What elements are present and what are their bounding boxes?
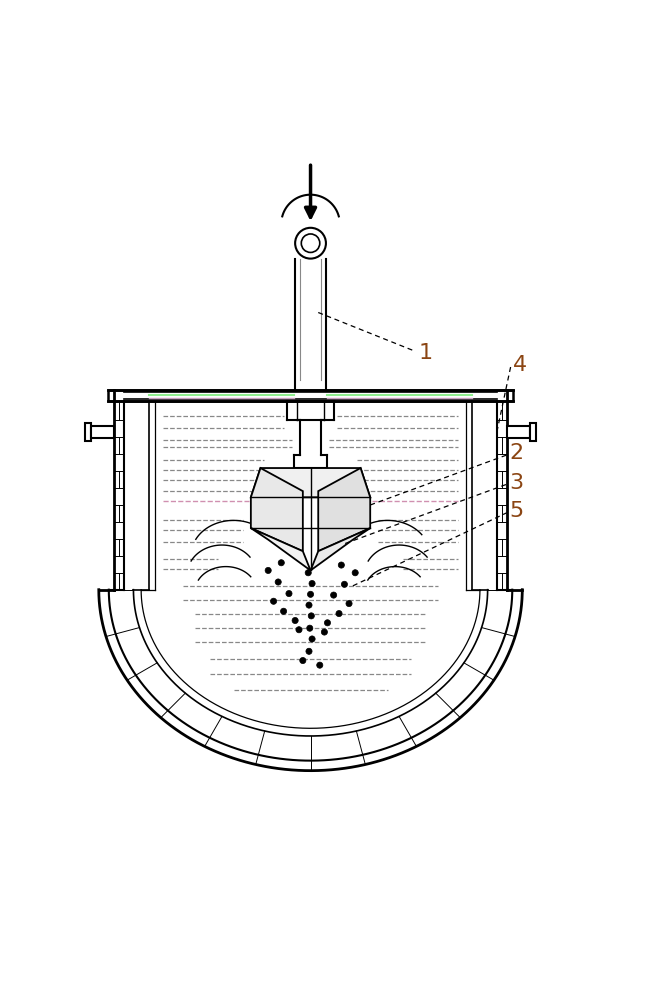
Circle shape [308, 613, 315, 619]
Circle shape [309, 636, 315, 642]
Circle shape [330, 592, 337, 598]
Bar [507, 426, 530, 438]
Polygon shape [251, 468, 303, 551]
Circle shape [338, 562, 345, 568]
Circle shape [305, 570, 311, 576]
Circle shape [295, 228, 326, 259]
Text: 1: 1 [419, 343, 432, 363]
Circle shape [307, 625, 313, 631]
Polygon shape [251, 468, 370, 497]
Bar [530, 423, 536, 441]
Text: 2: 2 [509, 443, 523, 463]
Circle shape [324, 620, 330, 626]
Circle shape [292, 617, 298, 624]
Polygon shape [311, 528, 370, 570]
Text: 4: 4 [513, 355, 527, 375]
Circle shape [336, 610, 342, 617]
Text: 5: 5 [509, 501, 523, 521]
Circle shape [275, 579, 281, 585]
Bar [85, 423, 91, 441]
Circle shape [301, 234, 320, 252]
Circle shape [265, 567, 271, 574]
Text: 3: 3 [509, 473, 523, 493]
Circle shape [317, 662, 323, 668]
Circle shape [307, 591, 314, 597]
Polygon shape [251, 528, 311, 570]
Bar [108, 390, 513, 401]
Circle shape [286, 590, 292, 597]
Circle shape [306, 602, 312, 608]
Circle shape [346, 600, 352, 607]
Circle shape [321, 629, 328, 635]
Circle shape [306, 648, 312, 654]
Circle shape [278, 560, 284, 566]
Circle shape [309, 580, 315, 587]
Circle shape [300, 657, 306, 664]
Polygon shape [318, 468, 370, 551]
Circle shape [271, 598, 277, 604]
Circle shape [352, 570, 358, 576]
Circle shape [281, 608, 286, 614]
Circle shape [341, 581, 347, 587]
Circle shape [296, 627, 302, 633]
Bar [91, 426, 114, 438]
